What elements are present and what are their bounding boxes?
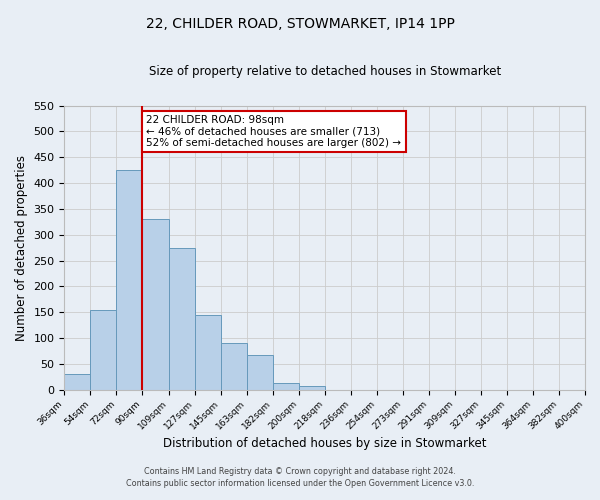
Y-axis label: Number of detached properties: Number of detached properties (15, 154, 28, 340)
Bar (142, 219, 169, 390)
Bar (64, 374, 91, 390)
Bar (116, 170, 142, 390)
Text: 22, CHILDER ROAD, STOWMARKET, IP14 1PP: 22, CHILDER ROAD, STOWMARKET, IP14 1PP (146, 18, 454, 32)
Bar (91, 310, 116, 390)
Bar (247, 355, 272, 390)
Text: Contains HM Land Registry data © Crown copyright and database right 2024.: Contains HM Land Registry data © Crown c… (144, 467, 456, 476)
Text: Contains public sector information licensed under the Open Government Licence v3: Contains public sector information licen… (126, 478, 474, 488)
Bar (169, 248, 194, 390)
Bar (194, 314, 221, 390)
X-axis label: Distribution of detached houses by size in Stowmarket: Distribution of detached houses by size … (163, 437, 487, 450)
Bar (221, 343, 247, 390)
Bar (272, 383, 299, 390)
Bar (299, 386, 325, 390)
Title: Size of property relative to detached houses in Stowmarket: Size of property relative to detached ho… (149, 65, 501, 78)
Text: 22 CHILDER ROAD: 98sqm
← 46% of detached houses are smaller (713)
52% of semi-de: 22 CHILDER ROAD: 98sqm ← 46% of detached… (146, 115, 401, 148)
